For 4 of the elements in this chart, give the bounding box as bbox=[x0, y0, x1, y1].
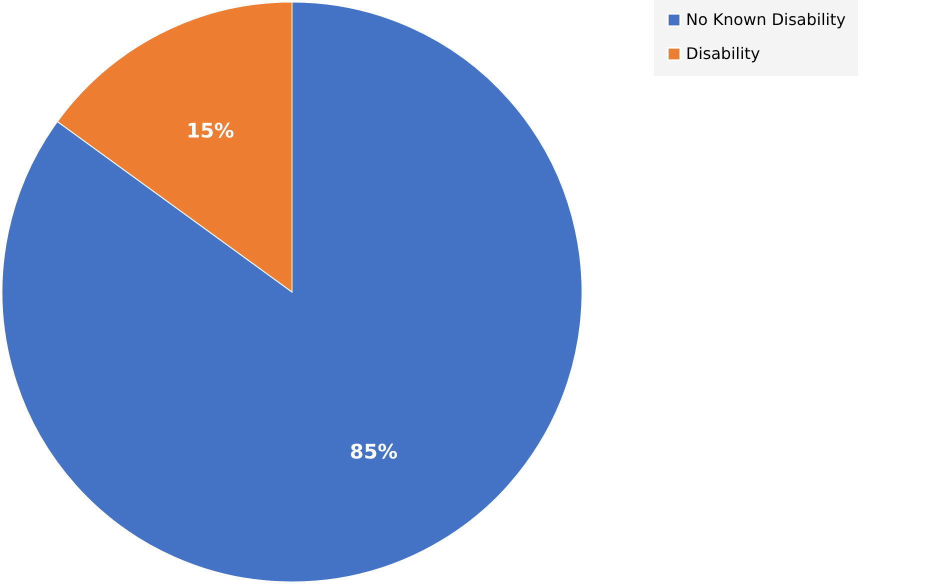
legend-label: No Known Disability bbox=[686, 10, 846, 29]
data-label: 85% bbox=[350, 439, 398, 464]
data-label: 15% bbox=[186, 118, 234, 143]
legend-label: Disability bbox=[686, 44, 760, 63]
